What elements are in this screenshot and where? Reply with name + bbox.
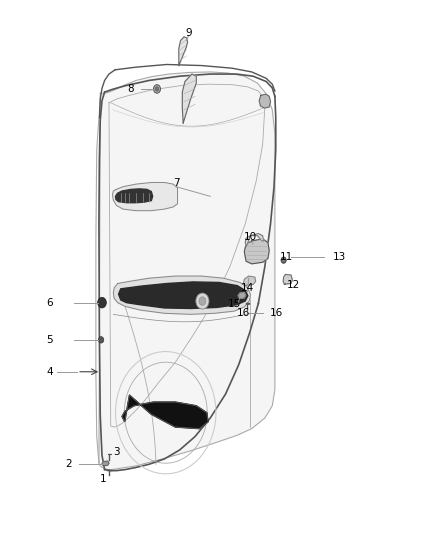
Text: 8: 8: [127, 84, 134, 94]
Text: 11: 11: [280, 252, 293, 262]
Text: 13: 13: [332, 252, 346, 262]
Circle shape: [199, 297, 206, 305]
Polygon shape: [238, 293, 246, 298]
Polygon shape: [245, 233, 264, 246]
Text: 4: 4: [46, 367, 53, 377]
Polygon shape: [119, 282, 248, 309]
Text: 10: 10: [244, 232, 258, 243]
Text: 6: 6: [46, 297, 53, 308]
Text: 5: 5: [46, 335, 53, 345]
Polygon shape: [244, 276, 256, 286]
Circle shape: [153, 85, 160, 93]
Text: 7: 7: [173, 177, 180, 188]
Polygon shape: [116, 189, 152, 203]
Text: 14: 14: [241, 283, 254, 293]
Polygon shape: [99, 72, 275, 470]
Text: 1: 1: [100, 474, 106, 484]
Text: 12: 12: [286, 280, 300, 290]
Text: 16: 16: [270, 308, 283, 318]
Polygon shape: [179, 37, 187, 66]
Circle shape: [196, 293, 209, 309]
Circle shape: [99, 337, 104, 343]
Polygon shape: [259, 94, 271, 108]
Polygon shape: [283, 274, 292, 285]
Circle shape: [282, 257, 286, 263]
Polygon shape: [122, 395, 208, 429]
Text: 9: 9: [185, 28, 192, 38]
Polygon shape: [244, 239, 269, 264]
Circle shape: [281, 257, 286, 263]
Circle shape: [98, 297, 106, 308]
Text: 16: 16: [237, 308, 250, 318]
Polygon shape: [102, 461, 109, 466]
Text: 3: 3: [113, 447, 120, 456]
Circle shape: [155, 87, 159, 91]
Polygon shape: [113, 182, 177, 211]
Text: 15: 15: [228, 298, 241, 309]
Polygon shape: [182, 74, 196, 123]
Text: 2: 2: [65, 459, 72, 469]
Polygon shape: [113, 276, 251, 314]
